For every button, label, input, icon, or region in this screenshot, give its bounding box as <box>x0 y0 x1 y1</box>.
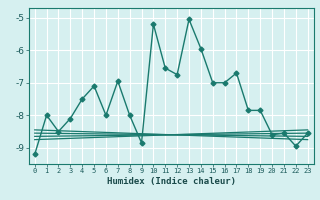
X-axis label: Humidex (Indice chaleur): Humidex (Indice chaleur) <box>107 177 236 186</box>
